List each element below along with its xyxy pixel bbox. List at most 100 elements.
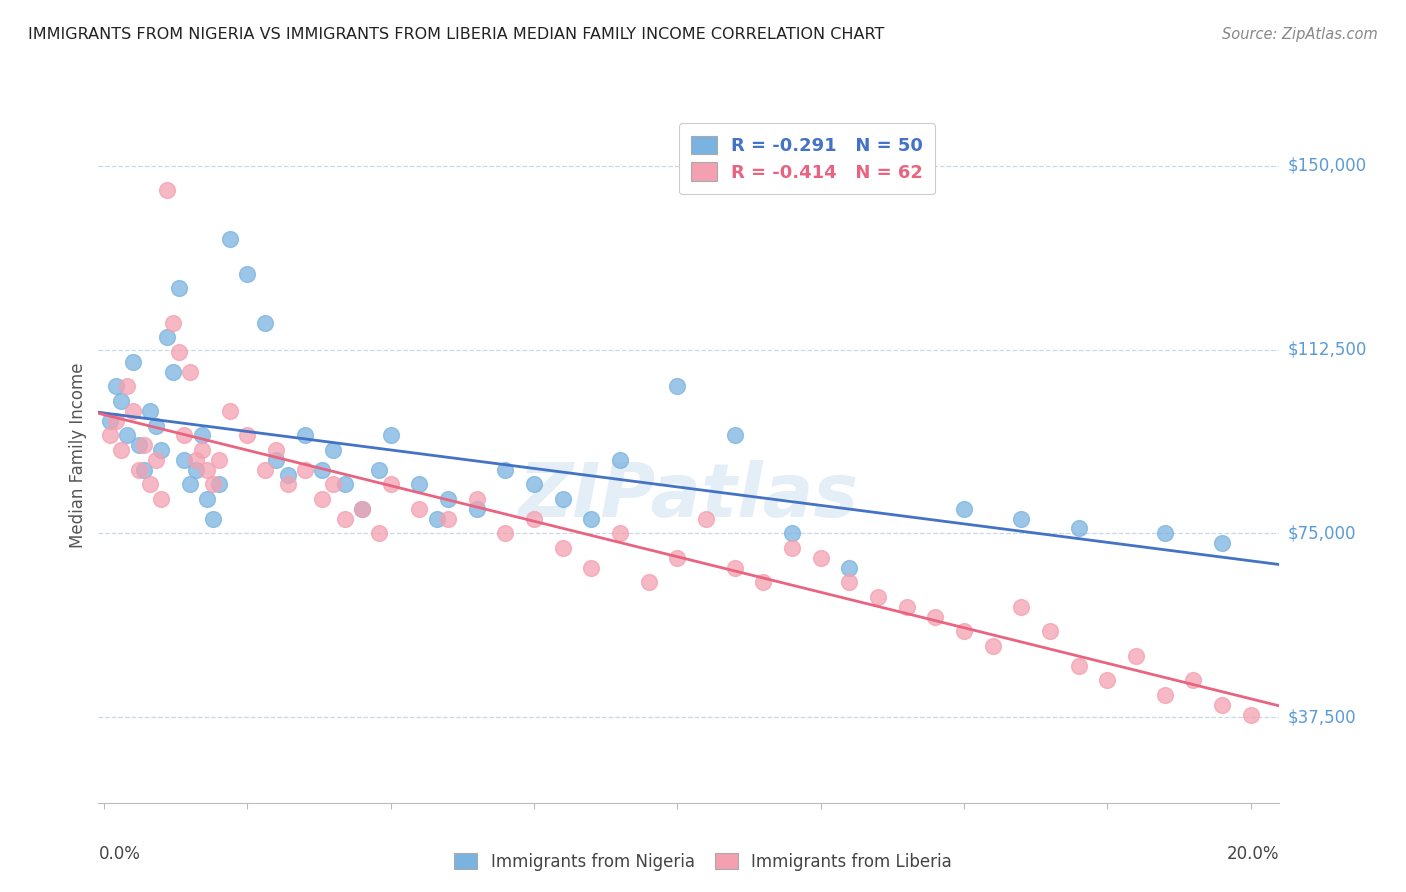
Point — [523, 477, 546, 491]
Point — [156, 183, 179, 197]
Point — [173, 428, 195, 442]
Point — [110, 394, 132, 409]
Text: $112,500: $112,500 — [1288, 341, 1367, 359]
Point — [868, 590, 890, 604]
Point — [1067, 658, 1090, 673]
Point — [98, 428, 121, 442]
Point — [162, 365, 184, 379]
Point — [352, 501, 374, 516]
Point — [551, 491, 574, 506]
Point — [184, 452, 207, 467]
Point — [1182, 673, 1205, 688]
Point — [724, 560, 747, 574]
Point — [333, 477, 356, 491]
Point — [139, 477, 162, 491]
Point — [139, 404, 162, 418]
Text: $75,000: $75,000 — [1288, 524, 1357, 542]
Point — [953, 624, 976, 639]
Point — [810, 550, 832, 565]
Point — [190, 443, 212, 458]
Point — [104, 379, 127, 393]
Point — [236, 428, 259, 442]
Text: ZIPatlas: ZIPatlas — [519, 460, 859, 533]
Point — [121, 355, 143, 369]
Point — [953, 501, 976, 516]
Point — [219, 404, 242, 418]
Point — [752, 575, 775, 590]
Text: IMMIGRANTS FROM NIGERIA VS IMMIGRANTS FROM LIBERIA MEDIAN FAMILY INCOME CORRELAT: IMMIGRANTS FROM NIGERIA VS IMMIGRANTS FR… — [28, 27, 884, 42]
Point — [150, 491, 173, 506]
Point — [1240, 707, 1263, 722]
Point — [523, 511, 546, 525]
Point — [179, 477, 201, 491]
Point — [465, 491, 488, 506]
Point — [896, 599, 918, 614]
Point — [1153, 526, 1175, 541]
Point — [253, 316, 276, 330]
Point — [1097, 673, 1119, 688]
Point — [322, 443, 344, 458]
Text: 20.0%: 20.0% — [1227, 845, 1279, 863]
Point — [195, 491, 218, 506]
Point — [253, 462, 276, 476]
Point — [368, 462, 391, 476]
Point — [115, 428, 138, 442]
Point — [104, 414, 127, 428]
Point — [352, 501, 374, 516]
Point — [581, 511, 603, 525]
Point — [637, 575, 659, 590]
Point — [780, 541, 803, 555]
Point — [1011, 511, 1033, 525]
Point — [202, 477, 225, 491]
Point — [145, 418, 167, 433]
Point — [838, 560, 860, 574]
Point — [264, 443, 287, 458]
Text: Source: ZipAtlas.com: Source: ZipAtlas.com — [1222, 27, 1378, 42]
Point — [1011, 599, 1033, 614]
Point — [110, 443, 132, 458]
Point — [666, 379, 689, 393]
Point — [437, 511, 460, 525]
Point — [277, 467, 299, 482]
Point — [98, 414, 121, 428]
Point — [437, 491, 460, 506]
Point — [179, 365, 201, 379]
Point — [264, 452, 287, 467]
Text: $37,500: $37,500 — [1288, 708, 1357, 726]
Point — [322, 477, 344, 491]
Point — [1211, 698, 1233, 712]
Point — [581, 560, 603, 574]
Point — [184, 462, 207, 476]
Point — [666, 550, 689, 565]
Point — [495, 462, 517, 476]
Y-axis label: Median Family Income: Median Family Income — [69, 362, 87, 548]
Point — [190, 428, 212, 442]
Point — [277, 477, 299, 491]
Point — [426, 511, 449, 525]
Text: $150,000: $150,000 — [1288, 157, 1367, 175]
Point — [208, 477, 231, 491]
Point — [408, 477, 430, 491]
Point — [724, 428, 747, 442]
Point — [236, 267, 259, 281]
Point — [380, 428, 402, 442]
Point — [1153, 688, 1175, 702]
Point — [219, 232, 242, 246]
Point — [311, 462, 333, 476]
Point — [294, 428, 316, 442]
Point — [311, 491, 333, 506]
Point — [115, 379, 138, 393]
Point — [981, 639, 1004, 653]
Point — [202, 511, 225, 525]
Point — [167, 345, 190, 359]
Point — [150, 443, 173, 458]
Point — [1125, 648, 1147, 663]
Point — [128, 462, 150, 476]
Legend: Immigrants from Nigeria, Immigrants from Liberia: Immigrants from Nigeria, Immigrants from… — [446, 845, 960, 880]
Point — [551, 541, 574, 555]
Point — [208, 452, 231, 467]
Text: 0.0%: 0.0% — [98, 845, 141, 863]
Point — [333, 511, 356, 525]
Point — [465, 501, 488, 516]
Point — [695, 511, 717, 525]
